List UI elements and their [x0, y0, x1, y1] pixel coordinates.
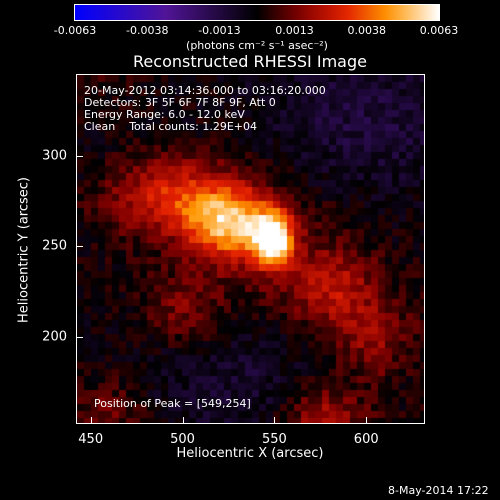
colorbar-tick-label: 0.0038 [347, 24, 387, 37]
colorbar-gradient [75, 5, 439, 20]
x-axis-label: Heliocentric X (arcsec) [176, 446, 324, 461]
peak-label: Position of Peak = [549,254] [94, 397, 251, 410]
y-tick-label: 200 [42, 329, 67, 345]
annotation-line-2: Detectors: 3F 5F 6F 7F 8F 9F, Att 0 [84, 96, 276, 109]
y-tick-mark [77, 336, 83, 338]
y-tick-label: 250 [42, 238, 67, 254]
x-tick-mark [182, 417, 184, 423]
colorbar [74, 4, 440, 21]
y-tick-mark [77, 155, 83, 157]
y-axis-label: Heliocentric Y (arcsec) [16, 177, 32, 323]
colorbar-tick-label: -0.0013 [198, 24, 241, 37]
y-tick-label: 300 [42, 148, 67, 164]
annotation-line-1: 20-May-2012 03:14:36.000 to 03:16:20.000 [84, 84, 326, 97]
x-tick-label: 450 [78, 432, 104, 447]
colorbar-tick-label: 0.0063 [419, 24, 459, 37]
x-tick-mark [274, 417, 276, 423]
footer-date: 8-May-2014 17:22 [388, 484, 489, 497]
plot-area: 20-May-2012 03:14:36.000 to 03:16:20.000… [76, 74, 425, 424]
colorbar-units: (photons cm⁻² s⁻¹ asec⁻²) [186, 39, 328, 52]
x-tick-label: 600 [353, 432, 379, 447]
x-tick-label: 500 [170, 432, 195, 447]
x-tick-label: 550 [261, 432, 287, 447]
colorbar-tick-label: -0.0063 [53, 24, 97, 37]
colorbar-tick-label: -0.0038 [125, 24, 169, 37]
colorbar-tick-label: 0.0013 [275, 24, 314, 37]
y-tick-mark [77, 246, 83, 248]
heatmap-image [77, 75, 424, 423]
x-tick-mark [90, 417, 92, 423]
x-tick-mark [366, 417, 368, 423]
chart-title: Reconstructed RHESSI Image [133, 52, 367, 71]
annotation-line-4: Clean Total counts: 1.29E+04 [84, 120, 258, 133]
annotation-line-3: Energy Range: 6.0 - 12.0 keV [84, 108, 245, 121]
colorbar-fill [75, 5, 439, 20]
